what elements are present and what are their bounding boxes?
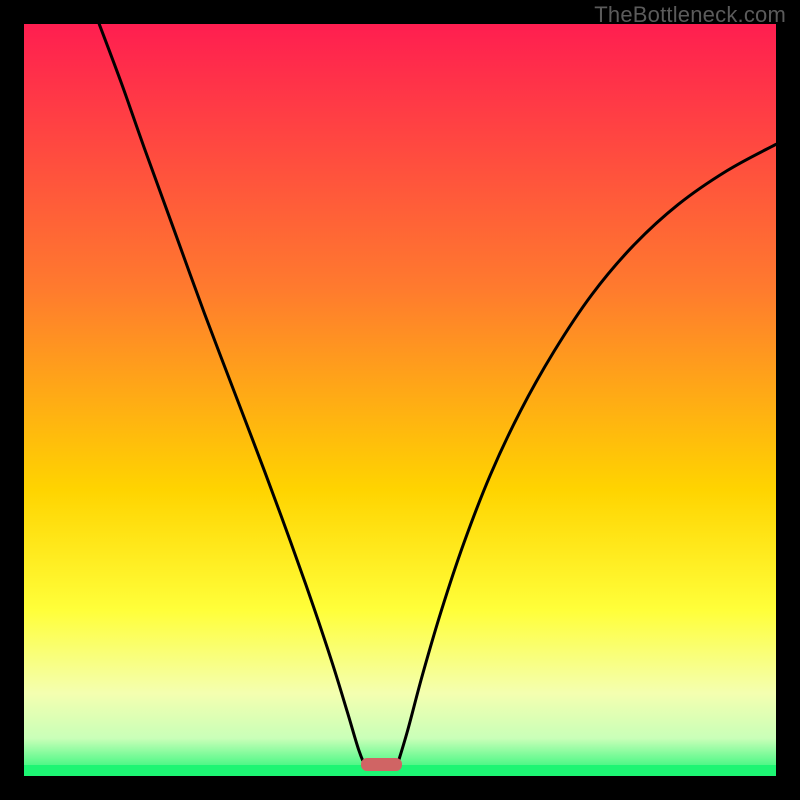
minimum-marker bbox=[361, 758, 402, 772]
plot-area bbox=[24, 24, 776, 776]
curves-svg bbox=[24, 24, 776, 776]
curve-left bbox=[99, 24, 366, 768]
curve-right bbox=[396, 144, 776, 768]
watermark-text: TheBottleneck.com bbox=[594, 2, 786, 28]
